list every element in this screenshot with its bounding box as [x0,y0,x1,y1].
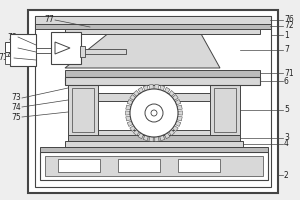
Bar [65,70,260,77]
Bar [98,93,210,101]
Bar [40,152,268,180]
Bar [58,159,100,172]
Text: 72: 72 [284,21,294,30]
Text: 1: 1 [284,30,289,40]
Text: 75: 75 [11,112,21,121]
Text: 74: 74 [11,102,21,112]
Bar [68,85,98,135]
Text: 79: 79 [7,44,17,52]
Bar [35,16,271,187]
Text: 2: 2 [284,170,289,180]
Circle shape [145,104,163,122]
Text: 4: 4 [284,140,289,148]
Polygon shape [160,135,165,141]
Polygon shape [155,85,159,89]
Text: 6: 6 [284,76,289,86]
Text: 73: 73 [11,94,21,102]
Text: 78: 78 [8,32,17,42]
Polygon shape [126,111,130,115]
Polygon shape [169,130,175,136]
Polygon shape [134,90,139,96]
Bar [35,24,271,29]
Polygon shape [160,85,165,91]
Text: 3: 3 [284,134,289,142]
Polygon shape [55,42,70,54]
Polygon shape [172,126,178,131]
Text: 7: 7 [284,46,289,54]
Polygon shape [126,105,131,110]
Bar [5,56,10,64]
Polygon shape [134,130,139,136]
Polygon shape [149,137,153,141]
Polygon shape [130,95,136,100]
Bar [72,88,94,132]
Circle shape [130,89,178,137]
Bar [65,29,260,34]
Text: 76: 76 [284,16,294,24]
Bar [68,135,240,141]
Polygon shape [127,100,133,105]
Polygon shape [175,121,181,126]
Bar [45,156,263,176]
Text: 5: 5 [284,106,289,114]
Polygon shape [177,116,182,121]
Bar [80,46,85,57]
Bar [81,49,126,54]
Polygon shape [143,135,148,141]
Polygon shape [172,95,178,100]
Bar [5,42,10,52]
Polygon shape [126,116,131,121]
Polygon shape [178,111,182,115]
Bar [118,159,160,172]
Polygon shape [164,87,170,93]
Polygon shape [164,133,170,139]
Polygon shape [138,133,144,139]
Text: 71: 71 [284,68,294,77]
Circle shape [151,110,157,116]
Polygon shape [127,121,133,126]
Bar [98,130,210,136]
Bar [178,159,220,172]
Polygon shape [175,100,181,105]
Polygon shape [138,87,144,93]
Polygon shape [143,85,148,91]
Bar [65,77,260,85]
Polygon shape [177,105,182,110]
Bar [10,34,36,66]
Bar [214,88,236,132]
Bar [36,48,51,53]
Text: 77: 77 [44,16,54,24]
Polygon shape [155,137,159,141]
Polygon shape [149,85,153,89]
Bar [210,85,240,135]
Bar [40,147,268,152]
Polygon shape [130,126,136,131]
Bar [65,141,243,147]
Text: 710: 710 [0,53,13,62]
Polygon shape [65,32,220,68]
Bar [28,10,278,193]
Bar [35,16,271,24]
Bar [51,32,81,64]
Polygon shape [169,90,175,96]
